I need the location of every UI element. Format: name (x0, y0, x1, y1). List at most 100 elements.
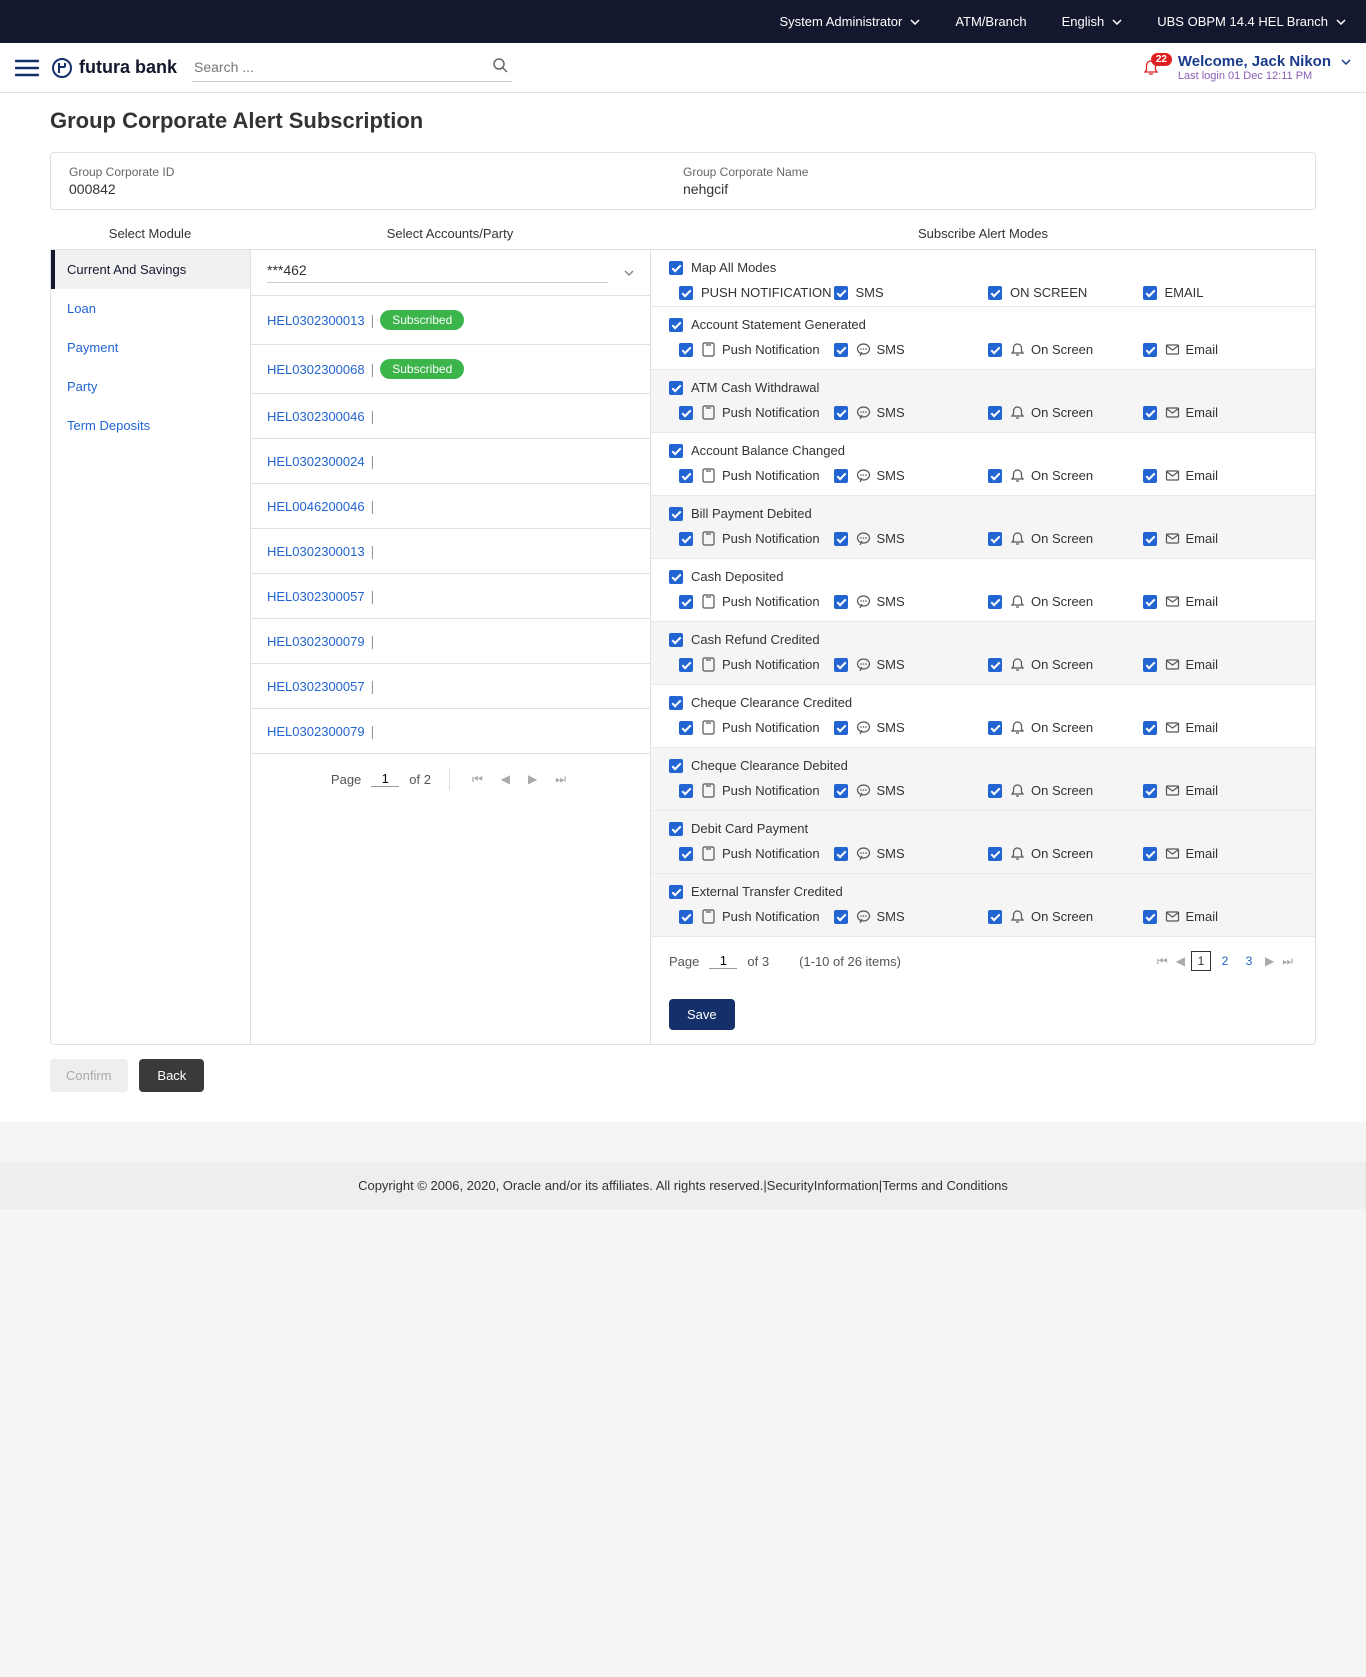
account-link[interactable]: HEL0302300057 (267, 679, 365, 694)
save-button[interactable]: Save (669, 999, 735, 1030)
alert-mode-checkbox[interactable] (988, 343, 1002, 357)
alert-mode-checkbox[interactable] (679, 910, 693, 924)
accounts-page-input[interactable] (371, 771, 399, 787)
alert-mode-checkbox[interactable] (834, 595, 848, 609)
alert-mode-checkbox[interactable] (988, 406, 1002, 420)
alert-mode-checkbox[interactable] (834, 343, 848, 357)
next-page-icon[interactable]: ▶ (524, 772, 541, 786)
alert-mode-checkbox[interactable] (834, 847, 848, 861)
next-page-icon[interactable]: ▶ (1261, 954, 1278, 968)
menu-icon[interactable] (15, 59, 39, 77)
alert-mode-checkbox[interactable] (988, 721, 1002, 735)
topbar-atm[interactable]: ATM/Branch (955, 14, 1026, 29)
account-link[interactable]: HEL0046200046 (267, 499, 365, 514)
alerts-page-input[interactable] (709, 953, 737, 969)
prev-page-icon[interactable]: ◀ (1172, 954, 1189, 968)
alert-mode-checkbox[interactable] (1143, 532, 1157, 546)
mode-head-checkbox[interactable] (988, 286, 1002, 300)
alert-mode-checkbox[interactable] (1143, 784, 1157, 798)
alert-checkbox[interactable] (669, 822, 683, 836)
alert-checkbox[interactable] (669, 444, 683, 458)
alert-mode-checkbox[interactable] (679, 595, 693, 609)
alert-mode-checkbox[interactable] (679, 343, 693, 357)
alert-mode-checkbox[interactable] (679, 847, 693, 861)
alert-mode-checkbox[interactable] (988, 784, 1002, 798)
topbar-branch[interactable]: UBS OBPM 14.4 HEL Branch (1157, 14, 1346, 29)
topbar-role[interactable]: System Administrator (779, 14, 920, 29)
account-selector[interactable]: ***462 (251, 250, 650, 296)
prev-page-icon[interactable]: ◀ (497, 772, 514, 786)
module-item[interactable]: Payment (51, 328, 250, 367)
module-item[interactable]: Term Deposits (51, 406, 250, 445)
mode-head-checkbox[interactable] (834, 286, 848, 300)
first-page-icon[interactable]: ⏮ (468, 772, 487, 787)
account-link[interactable]: HEL0302300013 (267, 313, 365, 328)
alert-mode-checkbox[interactable] (834, 910, 848, 924)
alert-mode-checkbox[interactable] (834, 532, 848, 546)
search-icon[interactable] (492, 57, 508, 73)
alert-mode-checkbox[interactable] (1143, 595, 1157, 609)
alert-mode-checkbox[interactable] (1143, 406, 1157, 420)
alert-mode-checkbox[interactable] (834, 658, 848, 672)
account-link[interactable]: HEL0302300024 (267, 454, 365, 469)
alert-mode-label: Email (1186, 783, 1219, 798)
alert-mode-checkbox[interactable] (988, 910, 1002, 924)
logo[interactable]: futura bank (51, 57, 177, 79)
first-page-icon[interactable]: ⏮ (1153, 954, 1172, 969)
back-button[interactable]: Back (139, 1059, 204, 1092)
alert-checkbox[interactable] (669, 570, 683, 584)
map-all-checkbox[interactable] (669, 261, 683, 275)
alert-mode-checkbox[interactable] (679, 721, 693, 735)
alert-mode-checkbox[interactable] (988, 847, 1002, 861)
account-link[interactable]: HEL0302300013 (267, 544, 365, 559)
alert-mode-checkbox[interactable] (679, 532, 693, 546)
push-icon (701, 531, 716, 546)
search-input[interactable] (192, 53, 512, 82)
account-link[interactable]: HEL0302300068 (267, 362, 365, 377)
user-menu[interactable]: Welcome, Jack Nikon Last login 01 Dec 12… (1178, 53, 1351, 82)
alert-mode-checkbox[interactable] (988, 595, 1002, 609)
last-page-icon[interactable]: ⏭ (1278, 954, 1297, 969)
account-link[interactable]: HEL0302300046 (267, 409, 365, 424)
topbar-lang[interactable]: English (1062, 14, 1123, 29)
module-item[interactable]: Current And Savings (51, 250, 250, 289)
alert-mode-checkbox[interactable] (1143, 910, 1157, 924)
alert-mode-checkbox[interactable] (988, 469, 1002, 483)
alert-mode-checkbox[interactable] (679, 658, 693, 672)
alert-mode-checkbox[interactable] (988, 658, 1002, 672)
account-link[interactable]: HEL0302300079 (267, 724, 365, 739)
page-1[interactable]: 1 (1191, 951, 1211, 971)
alert-checkbox[interactable] (669, 633, 683, 647)
alert-mode-checkbox[interactable] (834, 721, 848, 735)
footer-security-link[interactable]: SecurityInformation (767, 1178, 879, 1193)
alert-checkbox[interactable] (669, 696, 683, 710)
notifications-button[interactable]: 22 (1142, 59, 1160, 77)
alert-mode-checkbox[interactable] (679, 784, 693, 798)
alert-mode-checkbox[interactable] (1143, 343, 1157, 357)
alert-mode-checkbox[interactable] (679, 469, 693, 483)
last-page-icon[interactable]: ⏭ (551, 772, 570, 787)
alert-checkbox[interactable] (669, 318, 683, 332)
page-3[interactable]: 3 (1239, 951, 1259, 971)
alert-checkbox[interactable] (669, 885, 683, 899)
alert-mode-checkbox[interactable] (1143, 847, 1157, 861)
alert-mode-checkbox[interactable] (1143, 658, 1157, 672)
mode-head-checkbox[interactable] (679, 286, 693, 300)
footer-terms-link[interactable]: Terms and Conditions (882, 1178, 1008, 1193)
mode-head-checkbox[interactable] (1143, 286, 1157, 300)
alert-mode-checkbox[interactable] (988, 532, 1002, 546)
alert-checkbox[interactable] (669, 381, 683, 395)
alert-checkbox[interactable] (669, 759, 683, 773)
module-item[interactable]: Party (51, 367, 250, 406)
alert-mode-checkbox[interactable] (834, 469, 848, 483)
account-link[interactable]: HEL0302300057 (267, 589, 365, 604)
alert-checkbox[interactable] (669, 507, 683, 521)
alert-mode-checkbox[interactable] (679, 406, 693, 420)
account-link[interactable]: HEL0302300079 (267, 634, 365, 649)
alert-mode-checkbox[interactable] (834, 784, 848, 798)
alert-mode-checkbox[interactable] (1143, 469, 1157, 483)
alert-mode-checkbox[interactable] (834, 406, 848, 420)
page-2[interactable]: 2 (1215, 951, 1235, 971)
alert-mode-checkbox[interactable] (1143, 721, 1157, 735)
module-item[interactable]: Loan (51, 289, 250, 328)
